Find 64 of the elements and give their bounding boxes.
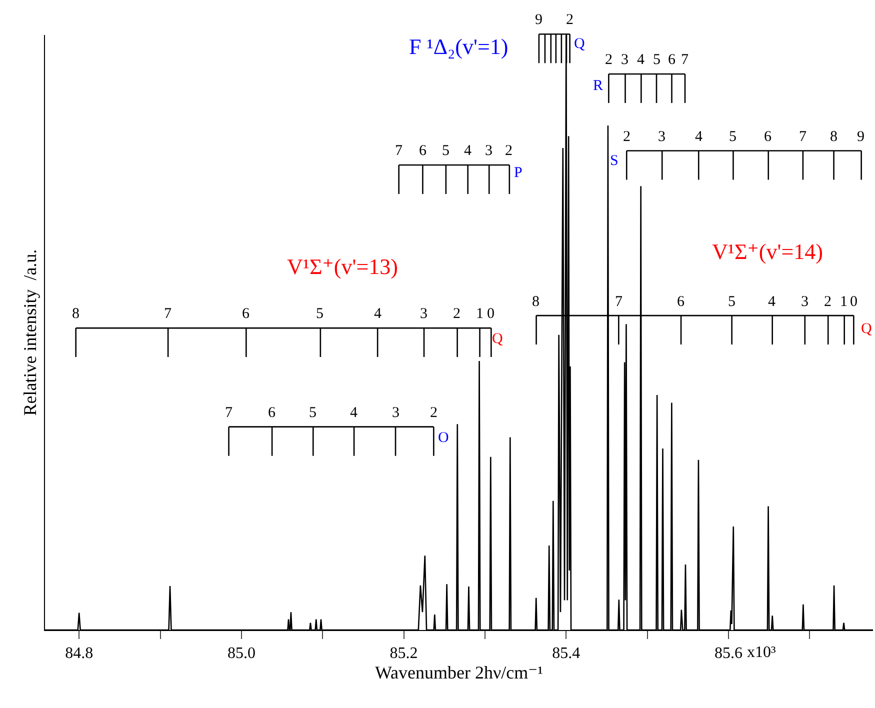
annotation: 8 xyxy=(532,294,540,310)
annotation: V¹Σ⁺(v'=13) xyxy=(287,254,398,279)
annotation: 2 xyxy=(453,306,460,322)
annotation: 7 xyxy=(164,306,172,322)
annotation: 6 xyxy=(419,143,427,159)
annotation: 5 xyxy=(442,143,450,159)
annotation: 7 xyxy=(799,129,807,145)
annotation: 6 xyxy=(677,294,685,310)
annotation: 3 xyxy=(801,294,808,310)
annotation: 6 xyxy=(764,129,772,145)
annotation: 2 xyxy=(430,405,438,421)
annotation: 1 xyxy=(840,294,848,310)
x-tick-label: 85.0 xyxy=(227,645,256,662)
annotation: 4 xyxy=(350,405,358,421)
annotation: 4 xyxy=(695,129,703,145)
annotation: Q xyxy=(861,321,872,337)
annotation: 4 xyxy=(464,143,472,159)
annotation: 3 xyxy=(621,52,628,68)
annotation: 3 xyxy=(485,143,492,159)
annotation: 3 xyxy=(420,306,428,322)
annotation: 4 xyxy=(637,52,645,68)
annotation: 2 xyxy=(605,52,612,68)
annotation: 9 xyxy=(857,129,864,145)
text: 9 xyxy=(535,12,542,28)
annotation: P xyxy=(514,165,522,181)
text: x10³ xyxy=(747,644,776,661)
annotation: 4 xyxy=(374,306,382,322)
annotation: F ¹Δ₂(v'=1) xyxy=(409,34,508,59)
annotation: 5 xyxy=(728,294,736,310)
annotation: V¹Σ⁺(v'=14) xyxy=(712,239,823,264)
annotation: 2 xyxy=(824,294,832,310)
annotation: 5 xyxy=(309,405,316,421)
x-tick-label: 85.2 xyxy=(390,645,418,662)
annotation: Q xyxy=(574,36,585,52)
annotation: 2 xyxy=(505,143,512,159)
annotation: 3 xyxy=(658,129,666,145)
text: 2 xyxy=(566,12,574,28)
annotation: S xyxy=(610,153,618,169)
annotation: 0 xyxy=(850,294,858,310)
annotation: 3 xyxy=(392,405,400,421)
annotation: 0 xyxy=(487,306,494,322)
annotation: Q xyxy=(492,331,503,347)
x-axis-title: Wavenumber 2hν/cm⁻¹ xyxy=(374,662,544,682)
x-tick-label: 85.6 xyxy=(714,645,743,662)
annotation: 8 xyxy=(72,306,80,322)
annotation: 6 xyxy=(242,306,250,322)
annotation: 5 xyxy=(729,129,736,145)
x-tick-label: 84.8 xyxy=(65,645,94,662)
annotation: 7 xyxy=(395,143,403,159)
x-tick-label: 85.4 xyxy=(552,645,580,662)
annotation: 5 xyxy=(653,52,660,68)
annotation: R xyxy=(593,78,604,94)
annotation: 4 xyxy=(768,294,776,310)
annotation: 7 xyxy=(681,52,689,68)
y-axis-title: Relative intensity /a.u. xyxy=(20,249,40,416)
annotation: 7 xyxy=(615,294,623,310)
annotation: 7 xyxy=(225,405,233,421)
annotation: 2 xyxy=(623,129,630,145)
annotation: O xyxy=(438,430,449,446)
annotation: 6 xyxy=(268,405,276,421)
annotation: 6 xyxy=(668,52,676,68)
annotation: 8 xyxy=(830,129,838,145)
annotation: 5 xyxy=(316,306,324,322)
annotation: 1 xyxy=(476,306,484,322)
